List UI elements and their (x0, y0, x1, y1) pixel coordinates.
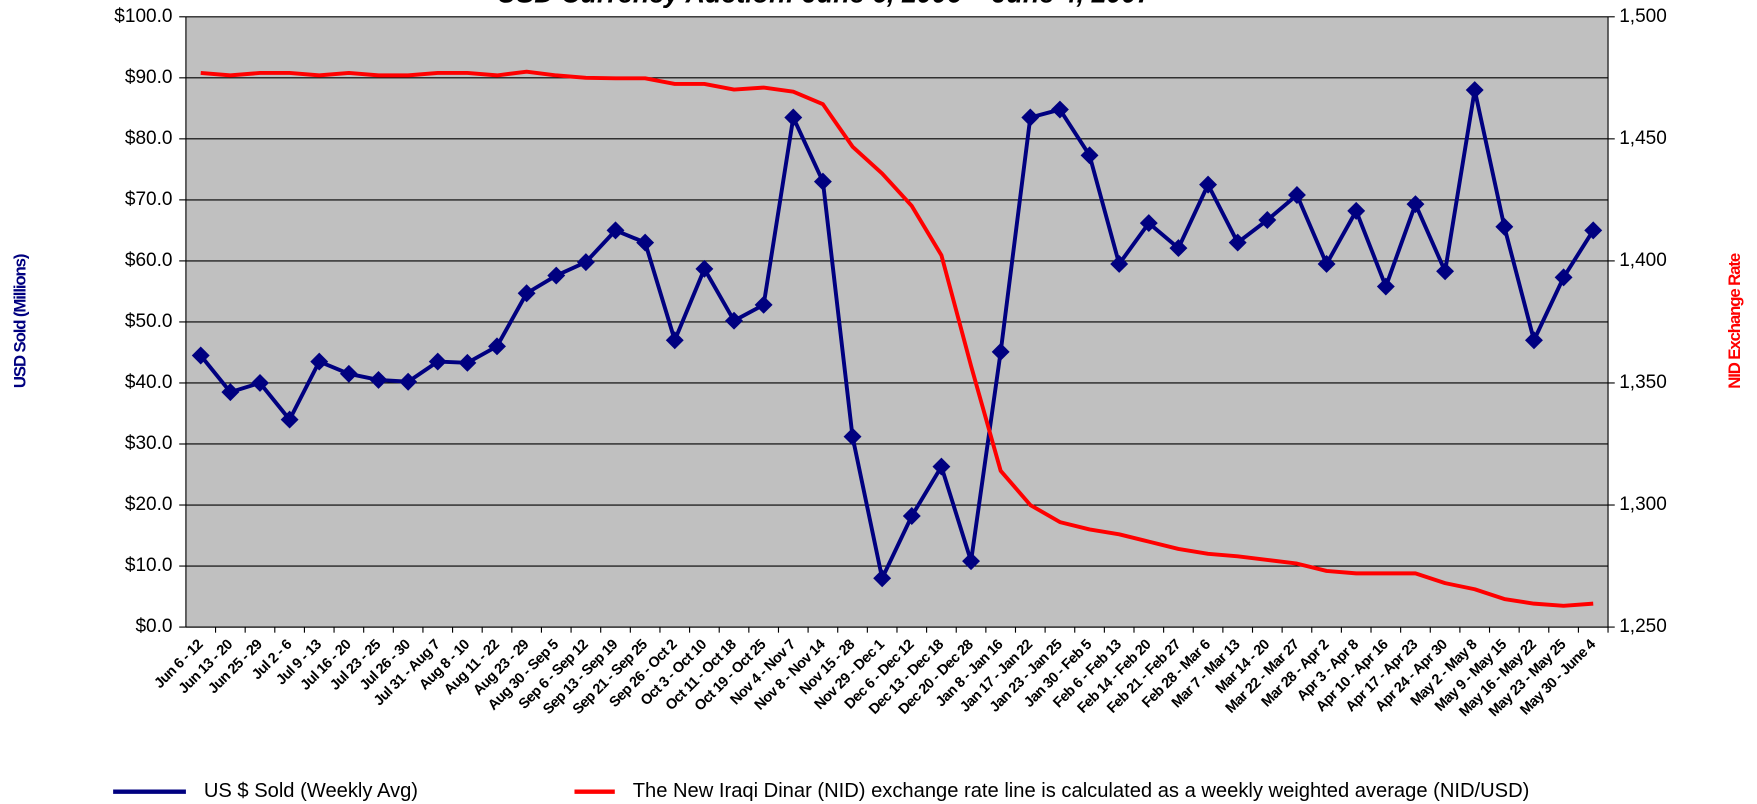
y-tick-label: $100.0 (114, 6, 172, 27)
y-tick-label: $60.0 (125, 250, 173, 271)
y2-axis-title: NID Exchange Rate (1725, 253, 1744, 389)
point-marker (1525, 331, 1543, 350)
point-marker (221, 383, 240, 402)
y2-tick-label: 1,300 (1619, 494, 1667, 515)
point-marker (991, 342, 1010, 361)
y2-tick-label: 1,350 (1619, 372, 1667, 393)
point-marker (1139, 214, 1158, 233)
point-marker (1495, 217, 1514, 236)
point-marker (813, 172, 832, 191)
point-marker (1287, 186, 1306, 204)
point-marker (547, 266, 566, 285)
point-marker (754, 295, 773, 314)
point-marker (843, 427, 862, 446)
y2-tick-label: 1,450 (1619, 128, 1667, 149)
point-marker (962, 552, 981, 571)
point-marker (695, 259, 714, 278)
point-marker (1050, 100, 1069, 119)
point-marker (1258, 211, 1277, 229)
point-marker (784, 108, 803, 127)
point-marker (665, 331, 684, 350)
point-marker (1228, 233, 1247, 252)
point-marker (606, 221, 625, 240)
point-marker (1169, 239, 1188, 258)
point-marker (251, 374, 269, 392)
y-tick-label: $80.0 (125, 128, 173, 149)
point-marker (517, 284, 536, 303)
y-tick-label: $50.0 (125, 311, 173, 332)
y-axis-title: USD Sold (Millions) (11, 254, 30, 388)
y-tick-label: $0.0 (135, 616, 172, 637)
legend-label: The New Iraqi Dinar (NID) exchange rate … (633, 780, 1530, 802)
point-marker (902, 507, 921, 525)
point-marker (873, 569, 892, 588)
point-marker (1021, 108, 1040, 127)
point-marker (576, 253, 595, 272)
point-marker (1406, 195, 1425, 214)
y-tick-label: $30.0 (125, 433, 173, 454)
legend-label: US $ Sold (Weekly Avg) (204, 780, 418, 802)
y2-tick-label: 1,500 (1619, 6, 1667, 27)
point-marker (1554, 268, 1573, 287)
point-marker (1465, 81, 1484, 99)
y2-tick-label: 1,400 (1619, 250, 1667, 271)
point-marker (428, 352, 447, 371)
series-line (200, 69, 1594, 608)
y-tick-label: $40.0 (125, 372, 173, 393)
point-marker (1584, 221, 1603, 240)
chart-title: USD Currency Auction: June 6, 2006 – Jun… (497, 0, 1152, 9)
point-marker (1347, 201, 1366, 220)
y-tick-label: $20.0 (125, 494, 173, 515)
y2-tick-label: 1,250 (1619, 616, 1667, 637)
point-marker (1199, 175, 1218, 194)
point-marker (1436, 262, 1455, 281)
point-marker (725, 311, 743, 330)
point-marker (636, 233, 655, 252)
point-marker (1376, 277, 1395, 296)
point-marker (310, 352, 329, 371)
y-tick-label: $70.0 (125, 189, 173, 210)
y-tick-label: $90.0 (125, 67, 173, 88)
point-marker (1080, 146, 1099, 165)
point-marker (191, 346, 210, 365)
y-tick-label: $10.0 (125, 555, 173, 576)
